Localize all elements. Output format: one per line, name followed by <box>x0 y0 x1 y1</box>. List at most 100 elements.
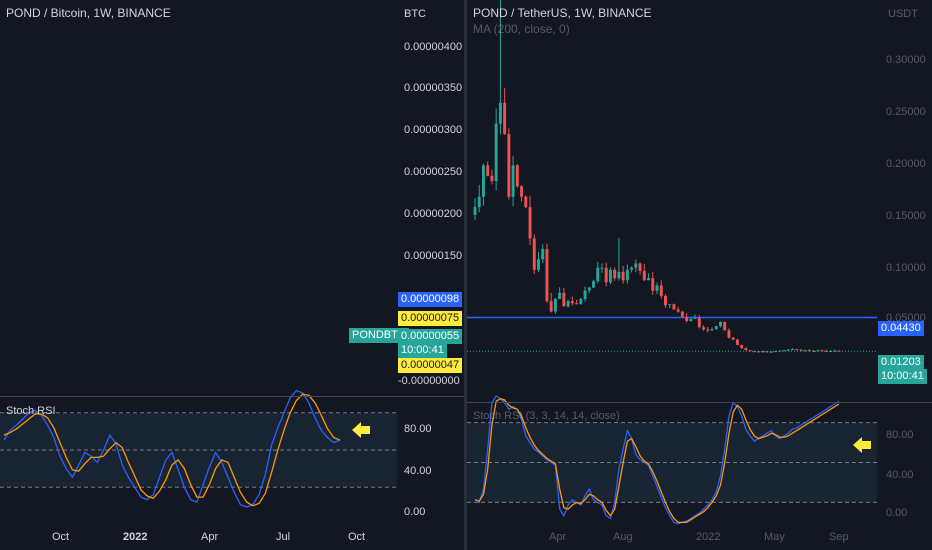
left-y-tick: 0.00000400 <box>404 41 463 53</box>
right-candle-body <box>706 329 710 331</box>
left-rsi-tick: 80.00 <box>404 423 432 435</box>
right-candle-body <box>494 123 498 182</box>
right-y-tick: 0.25000 <box>886 106 926 118</box>
panel-divider <box>464 0 467 550</box>
left-currency-label: BTC <box>404 8 426 20</box>
right-arrow-icon <box>853 437 871 453</box>
left-y-tick: 0.00000350 <box>404 82 463 94</box>
left-stoch-k-line <box>3 389 341 508</box>
right-candle-body <box>697 317 701 328</box>
left-pane-separator[interactable] <box>0 396 464 397</box>
left-date-label: 2022 <box>123 531 148 543</box>
right-blue-line-tag: 0.04430 <box>878 321 924 336</box>
left-arrow-icon <box>352 422 370 438</box>
right-candle-body <box>790 349 794 351</box>
right-currency-label: USDT <box>888 8 918 20</box>
right-y-tick: 0.15000 <box>886 210 926 222</box>
left-symbol-tag: PONDBTC <box>349 328 409 343</box>
right-candle-body <box>719 321 722 327</box>
right-candle-body <box>757 351 761 353</box>
right-candle-body <box>541 248 545 260</box>
right-candle-body <box>812 350 816 352</box>
right-candle-body <box>520 186 524 197</box>
right-candle-body <box>613 269 617 279</box>
right-candle-body <box>795 349 799 351</box>
left-chart-title: POND / Bitcoin, 1W, BINANCE <box>6 6 171 20</box>
right-current-price-tag: 0.01203 <box>878 355 924 370</box>
left-blue-line-tag: 0.00000098 <box>398 292 463 307</box>
right-candle-body <box>676 309 680 312</box>
right-rsi-label: Stoch RSI (3, 3, 14, 14, close) <box>473 410 620 422</box>
right-candle-body <box>634 263 638 268</box>
right-candle-body <box>537 259 540 270</box>
right-candle-body <box>600 267 604 269</box>
right-candle-body <box>621 271 625 281</box>
left-rsi-tick: 0.00 <box>404 506 426 518</box>
left-chart-panel[interactable]: POND / Bitcoin, 1W, BINANCE BTC 0.000004… <box>0 0 464 550</box>
right-candle-body <box>608 269 612 283</box>
right-candle-body <box>511 165 515 197</box>
right-date-label: Sep <box>829 531 849 543</box>
left-countdown-tag: 10:00:41 <box>398 343 447 358</box>
right-candle-body <box>545 248 549 302</box>
right-candle-body <box>689 318 693 321</box>
right-y-tick: 0.30000 <box>886 54 926 66</box>
right-candle-body <box>833 350 837 352</box>
right-candle-body <box>723 321 727 331</box>
right-candle-body <box>604 267 608 283</box>
right-rsi-tick: 40.00 <box>886 469 914 481</box>
right-rsi-tick: 0.00 <box>886 507 908 519</box>
right-date-label: 2022 <box>696 531 721 543</box>
right-candle-body <box>803 350 807 352</box>
right-ma-label: MA (200, close, 0) <box>473 22 570 36</box>
right-candle-body <box>575 303 579 305</box>
right-candle-body <box>714 326 718 330</box>
right-candle-body <box>553 299 557 312</box>
right-candle-body <box>761 351 765 353</box>
right-candle-body <box>769 351 773 353</box>
right-candle-body <box>774 351 777 353</box>
left-date-label: Jul <box>276 531 291 543</box>
right-candle-body <box>651 278 655 291</box>
right-candle-body <box>799 349 803 351</box>
right-candle-body <box>596 267 600 282</box>
right-candle-body <box>702 327 706 330</box>
right-candle-body <box>668 304 672 306</box>
right-chart-canvas[interactable] <box>467 0 932 550</box>
right-rsi-tick: 80.00 <box>886 429 914 441</box>
left-stoch-d-line <box>3 393 341 507</box>
right-y-tick: 0.20000 <box>886 158 926 170</box>
right-candle-body <box>524 196 528 208</box>
left-yellow-bottom-tag: 0.00000047 <box>398 358 463 373</box>
right-candle-body <box>579 299 583 305</box>
left-chart-canvas[interactable] <box>0 0 464 550</box>
right-candle-body <box>710 329 714 331</box>
right-candle-body <box>498 102 502 124</box>
right-candle-body <box>617 271 621 279</box>
right-candle-body <box>655 285 659 291</box>
right-candle-body <box>744 348 748 351</box>
right-candle-body <box>816 350 820 352</box>
left-y-tick: 0.00000300 <box>404 124 463 136</box>
right-candle-body <box>503 102 507 135</box>
right-candle-body <box>562 292 566 307</box>
right-candle-body <box>532 238 536 270</box>
right-candle-body <box>778 350 782 352</box>
right-pane-separator[interactable] <box>467 402 932 403</box>
right-candle-body <box>782 350 786 352</box>
left-date-label: Oct <box>348 531 366 543</box>
right-chart-panel[interactable]: POND / TetherUS, 1W, BINANCE MA (200, cl… <box>467 0 932 550</box>
right-candle-body <box>672 304 676 310</box>
left-date-label: Apr <box>201 531 219 543</box>
right-date-label: May <box>764 531 785 543</box>
right-candle-body <box>685 316 689 321</box>
right-candle-body <box>642 270 646 281</box>
right-candle-body <box>490 175 494 182</box>
right-candle-body <box>824 350 828 352</box>
right-candle-body <box>731 337 735 340</box>
right-candle-body <box>583 290 587 300</box>
right-candle-body <box>693 317 697 319</box>
left-rsi-tick: 40.00 <box>404 465 432 477</box>
right-candle-body <box>765 351 769 353</box>
right-candle-body <box>740 344 744 349</box>
